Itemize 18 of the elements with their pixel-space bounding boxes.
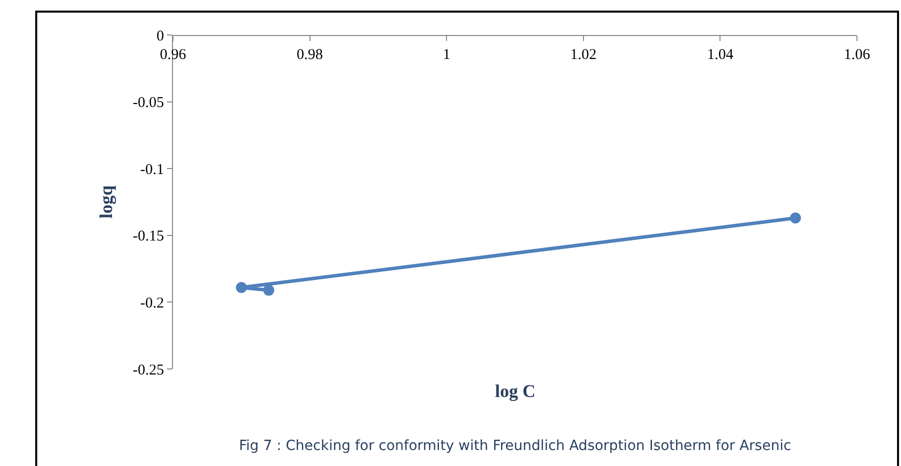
point	[263, 284, 274, 296]
point	[236, 282, 247, 293]
y-tick-label: -0.2	[140, 295, 164, 312]
x-tick-label: 1	[442, 47, 450, 63]
point	[790, 212, 801, 224]
caption: Fig 7 : Checking for conformity with Freundlich Adsorption Isotherm for Arsenic	[239, 438, 792, 454]
y-tick-label: -0.15	[132, 228, 164, 245]
x-axis-title: log C	[495, 381, 536, 401]
y-tick-label: -0.25	[132, 362, 164, 378]
x-tick-label: 1.02	[570, 47, 597, 63]
x-tick-label: 1.06	[844, 47, 871, 63]
y-tick-label: 0	[156, 28, 164, 44]
y-tick-label: -0.05	[132, 95, 164, 112]
x-tick-label: 0.98	[296, 47, 323, 63]
y-tick-label: -0.1	[140, 162, 164, 178]
x-tick-label: 0.96	[160, 47, 187, 63]
x-tick-label: 1.04	[707, 47, 734, 63]
y-axis-title: logq	[96, 185, 116, 219]
